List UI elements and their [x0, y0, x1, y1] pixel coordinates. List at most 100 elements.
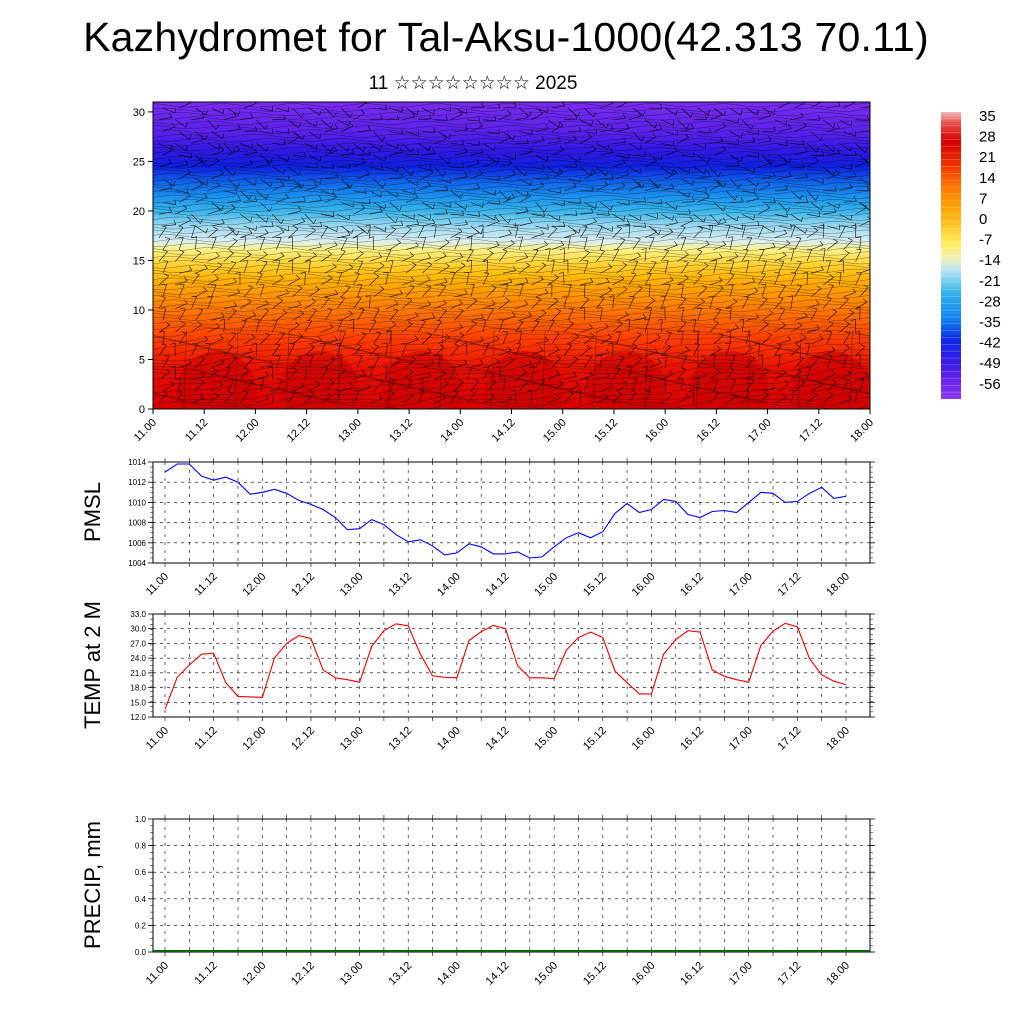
wind-barb — [515, 321, 524, 333]
wind-barb — [839, 398, 852, 404]
wind-barb-flag — [160, 307, 167, 309]
wind-barb-flag — [254, 125, 258, 131]
wind-barb-flag — [865, 372, 869, 377]
wind-barb-flag — [458, 227, 463, 232]
wind-barb — [195, 381, 205, 392]
wind-barb — [584, 221, 597, 227]
wind-barb — [709, 371, 721, 380]
wind-barb — [385, 143, 398, 149]
wind-barb-flag — [549, 319, 555, 322]
wind-barb-flag — [528, 147, 533, 152]
wind-barb-flag — [864, 147, 868, 153]
wind-barb — [859, 130, 870, 132]
wind-barb — [729, 260, 735, 274]
x-tick-label: 17.12 — [776, 725, 804, 753]
wind-barb — [600, 102, 613, 109]
wind-barb-flag — [297, 300, 302, 306]
wind-barb — [693, 319, 696, 333]
wind-barb-flag — [231, 331, 237, 335]
wind-barb — [519, 364, 533, 368]
wind-barb — [616, 314, 629, 321]
wind-barb — [839, 323, 850, 333]
wind-barb-flag — [329, 379, 334, 382]
y-axis-label: PRECIP, mm — [80, 821, 105, 949]
wind-barb-flag — [871, 126, 873, 131]
wind-barb-flag — [573, 182, 577, 187]
wind-barb — [551, 260, 555, 274]
wind-barb-flag — [363, 146, 366, 152]
wind-barb-flag — [785, 184, 788, 190]
wind-barb — [616, 288, 628, 298]
wind-barb — [320, 213, 334, 217]
wind-barb — [665, 222, 678, 227]
wind-barb — [503, 270, 516, 274]
wind-barb-flag — [416, 149, 420, 155]
wind-barb — [661, 374, 674, 380]
wind-barb — [648, 262, 657, 274]
wind-barb — [661, 213, 673, 221]
wind-barb — [741, 249, 749, 262]
wind-barb — [600, 236, 604, 250]
wind-barb-flag — [690, 123, 695, 129]
wind-barb-flag — [856, 248, 862, 250]
wind-barb — [401, 213, 415, 220]
wind-barb — [584, 172, 596, 180]
wind-barb — [628, 256, 641, 262]
wind-barb-flag — [189, 265, 193, 271]
wind-barb — [288, 304, 302, 309]
wind-barb — [855, 189, 869, 191]
wind-barb-flag — [250, 160, 254, 165]
wind-barb — [583, 283, 586, 297]
wind-barb-flag — [184, 276, 188, 281]
wind-barb-flag — [786, 212, 788, 218]
wind-barb-flag — [427, 261, 432, 265]
wind-barb — [648, 178, 659, 189]
wind-barb — [810, 338, 824, 345]
wind-barb — [693, 375, 707, 380]
wind-barb — [596, 326, 609, 333]
wind-barb — [725, 190, 736, 201]
wind-barb-flag — [445, 334, 450, 338]
wind-barb — [547, 277, 559, 286]
wind-barb-flag — [227, 391, 233, 394]
wind-barb-flag — [287, 156, 289, 162]
wind-barb-flag — [779, 307, 785, 310]
wind-barb-flag — [667, 392, 673, 396]
wind-barb — [418, 376, 431, 380]
wind-barb-flag — [271, 128, 274, 134]
wind-barb — [175, 280, 188, 286]
wind-barb-flag — [279, 274, 284, 279]
wind-barb-flag — [651, 260, 657, 263]
wind-barb — [790, 346, 801, 357]
wind-barb-flag — [293, 226, 299, 230]
wind-barb-flag — [537, 355, 543, 357]
wind-barb — [470, 151, 484, 156]
wind-barb-flag — [478, 140, 480, 146]
wind-barb — [308, 200, 322, 203]
wind-barb — [276, 333, 285, 345]
wind-barb-flag — [642, 366, 648, 368]
wind-barb-flag — [169, 112, 173, 118]
colorbar-label: -28 — [979, 293, 1001, 310]
wind-barb — [612, 368, 621, 380]
wind-barb-flag — [169, 183, 173, 189]
wind-barb-flag — [396, 239, 401, 243]
wind-barb-flag — [584, 249, 590, 253]
wind-barb-flag — [635, 237, 641, 240]
x-tick-label: 12.00 — [234, 417, 262, 445]
wind-barb — [648, 362, 662, 368]
wind-barb — [583, 356, 592, 368]
wind-barb — [697, 225, 711, 230]
wind-barb-flag — [508, 395, 512, 400]
wind-barb — [644, 248, 647, 262]
wind-barb-flag — [773, 126, 776, 132]
wind-barb-flag — [346, 183, 351, 188]
wind-barb — [211, 265, 223, 274]
wind-barb-flag — [332, 163, 335, 169]
wind-barb-flag — [555, 370, 560, 375]
wind-barb — [418, 257, 431, 262]
wind-barb — [725, 256, 739, 262]
wind-barb — [434, 281, 448, 286]
wind-barb-flag — [715, 308, 721, 310]
wind-barb-flag — [361, 158, 366, 163]
